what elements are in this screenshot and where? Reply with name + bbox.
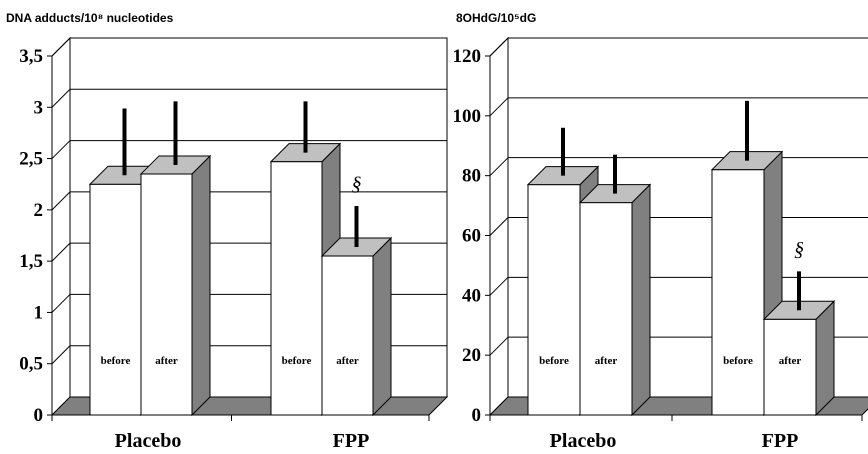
category-label: Placebo	[115, 430, 182, 452]
y-tick-label: 0	[34, 405, 44, 426]
y-tick-label: 0,5	[19, 354, 43, 375]
y-tick-label: 40	[462, 285, 481, 306]
bar-fpp-after: after	[320, 205, 393, 417]
side-gridline	[51, 37, 71, 57]
side-gridline	[489, 157, 509, 177]
bar-label: before	[539, 355, 569, 367]
y-tick-label: 80	[462, 166, 481, 187]
side-gridline	[51, 88, 71, 108]
bar-front	[89, 183, 142, 416]
bar-placebo-after: after	[578, 154, 652, 417]
bar-front	[763, 318, 817, 416]
bar-placebo-after: after	[139, 101, 212, 417]
bar-front	[321, 255, 374, 416]
y-tick-label: 2,5	[19, 149, 43, 170]
side-gridline	[51, 242, 71, 262]
y-tick-label: 1,5	[19, 251, 43, 272]
bar-label: before	[723, 355, 753, 367]
y-tick-label: 1	[34, 302, 44, 323]
side-gridline	[51, 140, 71, 159]
bar-front	[140, 173, 193, 416]
bar-side	[191, 154, 211, 417]
bar-label: before	[101, 355, 131, 367]
bar-side	[372, 236, 392, 417]
bar-label: after	[336, 355, 359, 367]
chart-title: 8OHdG/10⁵dG	[456, 11, 536, 25]
side-gridline	[51, 345, 71, 365]
chart-2: 8OHdG/10⁵dG 0 20 40 60 80 100 120 before after bef…	[453, 11, 868, 452]
y-tick-label: 0	[472, 405, 482, 426]
y-tick-label: 3,5	[19, 46, 43, 67]
side-wall	[51, 36, 71, 417]
side-gridline	[51, 191, 71, 211]
bar-front	[711, 169, 765, 416]
bar-front	[579, 202, 633, 416]
side-gridline	[489, 336, 509, 356]
significance-mark: §	[352, 173, 362, 195]
y-tick-label: 100	[453, 106, 482, 127]
bar-side	[631, 183, 651, 417]
bar-label: after	[779, 355, 802, 367]
category-label: FPP	[333, 430, 370, 452]
y-tick-label: 60	[462, 226, 481, 247]
chart-1: DNA adducts/10⁸ nucleotides 0 0,5 1 1,5 2 2,5 3…	[6, 11, 449, 452]
y-tick-label: 120	[453, 46, 482, 67]
bar-side	[815, 300, 835, 417]
bar-label: after	[155, 355, 178, 367]
bar-fpp-after: after	[762, 271, 836, 417]
side-gridline	[489, 217, 509, 236]
side-gridline	[489, 37, 509, 57]
y-tick-label: 2	[34, 200, 44, 221]
bar-front	[270, 161, 323, 416]
y-tick-label: 20	[462, 345, 481, 366]
bar-front	[527, 184, 581, 416]
y-tick-label: 3	[34, 97, 44, 118]
category-label: Placebo	[550, 430, 617, 452]
bar-label: before	[282, 355, 312, 367]
chart-title: DNA adducts/10⁸ nucleotides	[6, 11, 174, 25]
significance-mark: §	[794, 238, 804, 260]
category-label: FPP	[762, 430, 799, 452]
side-gridline	[489, 97, 509, 117]
side-gridline	[489, 276, 509, 296]
bar-label: after	[595, 355, 618, 367]
side-gridline	[51, 294, 71, 313]
